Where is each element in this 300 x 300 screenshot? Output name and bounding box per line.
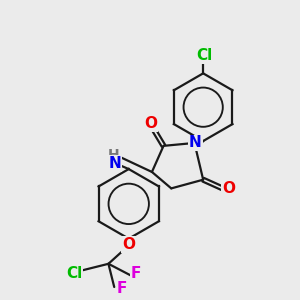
Text: O: O [145, 116, 158, 131]
Text: F: F [117, 281, 127, 296]
Text: N: N [189, 136, 202, 151]
Text: O: O [122, 237, 135, 252]
Text: Cl: Cl [196, 48, 212, 63]
Text: Cl: Cl [67, 266, 83, 281]
Text: F: F [130, 266, 141, 281]
Text: O: O [222, 181, 235, 196]
Text: H: H [107, 148, 119, 162]
Text: N: N [109, 156, 122, 171]
